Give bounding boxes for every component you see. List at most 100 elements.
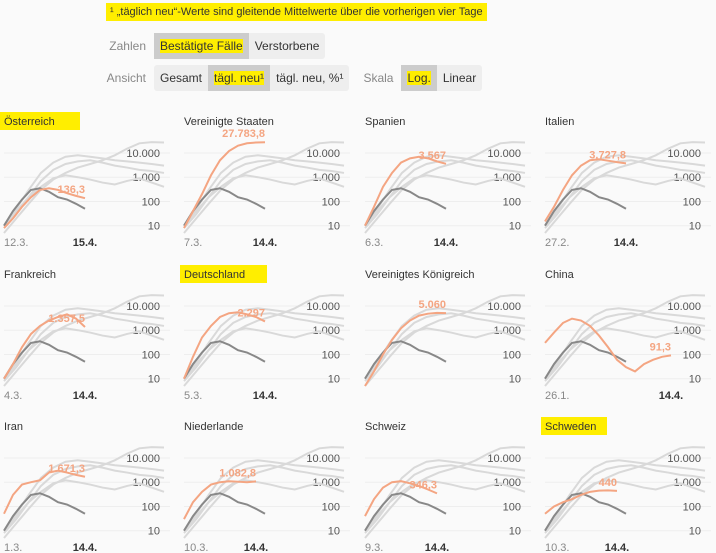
comparison-line bbox=[183, 154, 345, 227]
comparison-line bbox=[183, 307, 345, 380]
highlight-line bbox=[364, 311, 447, 387]
y-tick-label: 1.000 bbox=[673, 172, 701, 184]
toggle-button[interactable]: Gesamt bbox=[154, 65, 208, 91]
reference-line bbox=[183, 187, 266, 227]
y-tick-label: 10.000 bbox=[487, 301, 521, 313]
button-label: tägl. neu¹ bbox=[214, 71, 265, 85]
value-label: 2.297 bbox=[237, 307, 265, 319]
button-group: Log. Linear bbox=[401, 65, 483, 91]
chart-title: Spanien bbox=[365, 116, 405, 128]
y-tick-label: 100 bbox=[683, 349, 701, 361]
y-tick-label: 10.000 bbox=[487, 148, 521, 160]
x-start-label: 27.2. bbox=[545, 237, 569, 249]
x-end-label: 15.4. bbox=[73, 237, 97, 249]
title-highlight bbox=[180, 265, 267, 283]
x-start-label: 4.3. bbox=[4, 390, 22, 402]
value-label: 27.783,8 bbox=[222, 128, 265, 140]
chart-title: Schweiz bbox=[365, 421, 406, 433]
chart-panel: Frankreich 10 100 1.000 10.000 1.357,5 4.3. 14.… bbox=[3, 269, 170, 402]
chart-panel: Iran 10 100 1.000 10.000 1.671,3 1.3. 14.4. bbox=[3, 421, 170, 553]
comparison-line bbox=[364, 154, 526, 227]
highlight-line bbox=[364, 480, 438, 517]
button-label: Bestätigte Fälle bbox=[160, 39, 243, 53]
highlight-line bbox=[544, 489, 618, 515]
chart-panel: Italien 10 100 1.000 10.000 3.727,8 27.2. 14.4. bbox=[544, 116, 711, 249]
comparison-line bbox=[364, 141, 526, 234]
toggle-button[interactable]: tägl. neu, %¹ bbox=[270, 65, 349, 91]
y-tick-label: 100 bbox=[322, 349, 340, 361]
comparison-line bbox=[183, 459, 345, 532]
reference-line bbox=[183, 492, 266, 532]
y-tick-label: 10.000 bbox=[126, 453, 160, 465]
chart-title: China bbox=[545, 269, 575, 281]
value-label: 3.727,8 bbox=[589, 149, 626, 161]
y-tick-label: 10 bbox=[689, 221, 701, 233]
button-label: Linear bbox=[442, 71, 477, 85]
comparison-line bbox=[544, 307, 706, 380]
control-row: Zahlen Bestätigte Fälle Verstorbene bbox=[0, 33, 339, 59]
value-label: 440 bbox=[599, 477, 617, 489]
comparison-line bbox=[3, 141, 165, 234]
chart-title: Deutschland bbox=[184, 269, 245, 281]
button-label: Verstorbene bbox=[254, 39, 320, 53]
comparison-line bbox=[3, 174, 165, 227]
x-start-label: 7.3. bbox=[184, 237, 202, 249]
y-tick-label: 10.000 bbox=[306, 301, 340, 313]
toggle-button[interactable]: Verstorbene bbox=[249, 33, 326, 59]
y-tick-label: 10 bbox=[689, 526, 701, 538]
x-end-label: 14.4. bbox=[253, 237, 277, 249]
comparison-line bbox=[183, 327, 345, 380]
y-tick-label: 10 bbox=[689, 374, 701, 386]
y-tick-label: 10 bbox=[148, 526, 160, 538]
x-end-label: 14.4. bbox=[614, 237, 638, 249]
toggle-button[interactable]: Linear bbox=[437, 65, 482, 91]
button-label: tägl. neu, %¹ bbox=[276, 71, 344, 85]
comparison-line bbox=[544, 459, 706, 532]
comparison-line bbox=[183, 479, 345, 532]
y-tick-label: 10.000 bbox=[667, 301, 701, 313]
x-start-label: 6.3. bbox=[365, 237, 383, 249]
y-tick-label: 100 bbox=[503, 501, 521, 513]
chart-title: Iran bbox=[4, 421, 23, 433]
y-tick-label: 100 bbox=[683, 501, 701, 513]
toggle-button[interactable]: tägl. neu¹ bbox=[208, 65, 271, 91]
y-tick-label: 10.000 bbox=[487, 453, 521, 465]
chart-title: Vereinigtes Königreich bbox=[365, 269, 474, 281]
toggle-button[interactable]: Log. bbox=[401, 65, 437, 91]
y-tick-label: 10 bbox=[509, 526, 521, 538]
value-label: 1.357,5 bbox=[48, 313, 85, 325]
chart-panel: China 10 100 1.000 10.000 91,3 26.1. 14.4. bbox=[544, 269, 711, 402]
comparison-line bbox=[3, 446, 165, 539]
comparison-line bbox=[544, 141, 706, 234]
y-tick-label: 1.000 bbox=[493, 477, 521, 489]
comparison-line bbox=[183, 174, 345, 227]
comparison-line bbox=[183, 141, 345, 234]
y-tick-label: 1.000 bbox=[673, 477, 701, 489]
highlight-line bbox=[544, 317, 672, 373]
comparison-line bbox=[364, 479, 526, 532]
y-tick-label: 10 bbox=[509, 374, 521, 386]
chart-title: Vereinigte Staaten bbox=[184, 116, 274, 128]
y-tick-label: 10.000 bbox=[306, 148, 340, 160]
x-end-label: 14.4. bbox=[425, 542, 449, 553]
toggle-button[interactable]: Bestätigte Fälle bbox=[154, 33, 249, 59]
y-tick-label: 10 bbox=[148, 221, 160, 233]
footnote: ¹ „täglich neu“-Werte sind gleitende Mit… bbox=[106, 3, 487, 21]
chart-panel: Schweden 10 100 1.000 10.000 440 10.3. 14.4. bbox=[541, 417, 711, 553]
chart-panel: Niederlande 10 100 1.000 10.000 1.082,8 10.3. 1… bbox=[183, 421, 350, 553]
x-start-label: 26.1. bbox=[545, 390, 569, 402]
highlight-line bbox=[3, 313, 86, 380]
y-tick-label: 1.000 bbox=[132, 172, 160, 184]
comparison-line bbox=[364, 446, 526, 539]
y-tick-label: 10.000 bbox=[667, 148, 701, 160]
comparison-line bbox=[183, 294, 345, 387]
button-group: Gesamt tägl. neu¹ tägl. neu, %¹ bbox=[154, 65, 350, 91]
control-label: Skala bbox=[363, 71, 394, 85]
chart-title: Italien bbox=[545, 116, 574, 128]
y-tick-label: 100 bbox=[142, 349, 160, 361]
reference-line bbox=[544, 187, 627, 227]
chart-panel: Deutschland 10 100 1.000 10.000 2.297 5.3. 14.4… bbox=[180, 265, 350, 402]
button-group: Bestätigte Fälle Verstorbene bbox=[154, 33, 326, 59]
y-tick-label: 10 bbox=[509, 221, 521, 233]
button-label: Gesamt bbox=[160, 71, 203, 85]
